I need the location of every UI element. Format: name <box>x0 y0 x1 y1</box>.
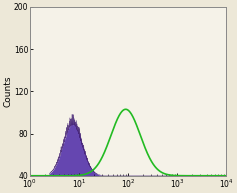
Y-axis label: Counts: Counts <box>4 76 13 107</box>
